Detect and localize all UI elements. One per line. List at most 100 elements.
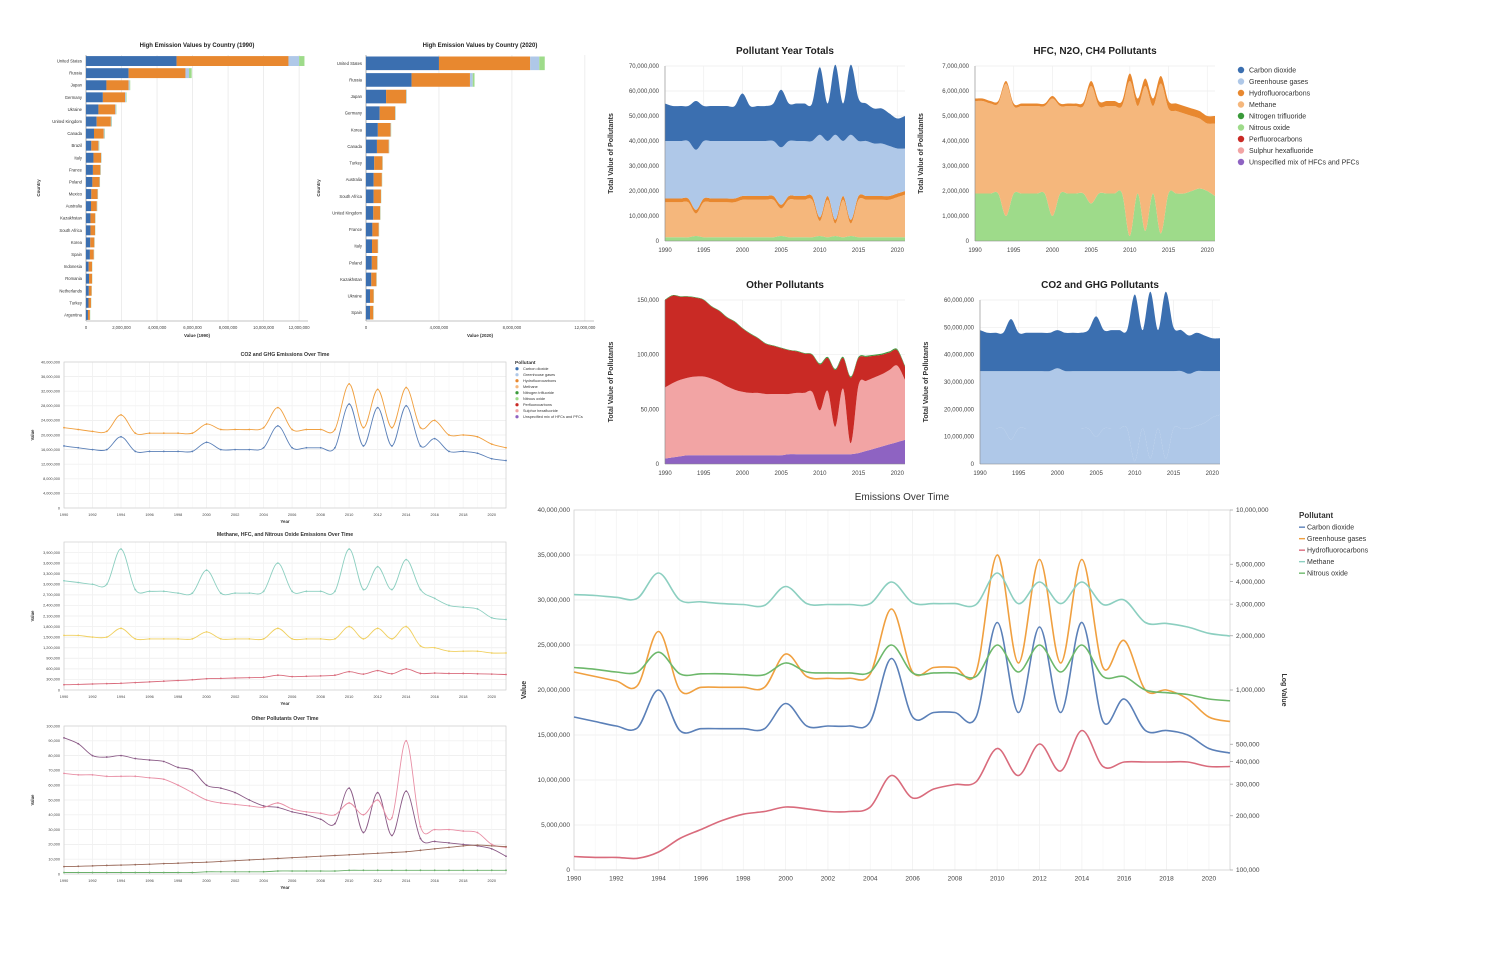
y-axis-title: Country xyxy=(36,179,41,197)
line-point xyxy=(320,812,322,814)
line-point xyxy=(420,445,422,447)
line-point xyxy=(391,445,393,447)
line-point xyxy=(462,451,464,453)
line-point xyxy=(248,429,250,431)
line-point xyxy=(120,627,122,629)
bar-segment xyxy=(129,68,186,78)
line-point xyxy=(291,447,293,449)
x-tick-label: 1995 xyxy=(1012,471,1026,477)
line-point xyxy=(420,589,422,591)
line-point xyxy=(291,429,293,431)
y-tick-label: Kazakhstan xyxy=(340,277,363,282)
legend-label: Nitrous oxide xyxy=(523,397,545,401)
line-point xyxy=(334,429,336,431)
line-point xyxy=(434,869,436,871)
y-tick-label: Australia xyxy=(346,177,363,182)
line-point xyxy=(134,758,136,760)
x-tick-label: 2000 xyxy=(1051,471,1065,477)
line-point xyxy=(363,814,365,816)
x-tick-label: 1994 xyxy=(117,879,125,883)
bar-segment xyxy=(86,68,129,78)
bar-segment xyxy=(86,225,90,235)
x-tick-label: 2010 xyxy=(1128,471,1142,477)
line-point xyxy=(191,592,193,594)
line-point xyxy=(92,872,94,874)
bar-segment xyxy=(92,177,99,187)
y-axis-title: Value xyxy=(30,794,35,806)
x-tick-label: 2000 xyxy=(202,695,210,699)
bar-segment xyxy=(86,286,89,296)
line-point xyxy=(120,872,122,874)
bar-segment xyxy=(129,80,130,90)
legend-label: Methane xyxy=(1249,102,1276,109)
line-point xyxy=(191,638,193,640)
x-tick-label: 2006 xyxy=(905,876,920,883)
x-tick-label: 2002 xyxy=(231,513,239,517)
bar-segment xyxy=(370,289,374,303)
line-point xyxy=(305,814,307,816)
legend-swatch xyxy=(1238,67,1244,73)
bar-segment xyxy=(86,141,91,151)
line-point xyxy=(234,592,236,594)
chart-area_co2: CO2 and GHG Pollutants010,000,00020,000,… xyxy=(923,280,1220,477)
y-tick-label: 36,000,000 xyxy=(41,375,60,379)
line-point xyxy=(448,829,450,831)
x-tick-label: 12,000,000 xyxy=(289,325,311,330)
bar-segment xyxy=(130,80,131,90)
chart-title: Pollutant Year Totals xyxy=(736,46,834,57)
line-point xyxy=(163,778,165,780)
line-point xyxy=(448,434,450,436)
x-tick-label: 1992 xyxy=(88,879,96,883)
line-point xyxy=(220,871,222,873)
bar-segment xyxy=(88,310,90,320)
bar-segment xyxy=(94,129,104,139)
x-tick-label: 2005 xyxy=(774,248,788,254)
x-tick-label: 1990 xyxy=(658,471,672,477)
line-point xyxy=(477,673,479,675)
x-tick-label: 2020 xyxy=(488,879,496,883)
x-tick-label: 2000 xyxy=(202,513,210,517)
line-point xyxy=(348,626,350,628)
y-tick-label: Netherlands xyxy=(59,288,82,293)
x-tick-label: 2012 xyxy=(373,879,381,883)
y-tick-label: Germany xyxy=(65,95,83,100)
bar-segment xyxy=(372,256,377,270)
bar-segment xyxy=(90,237,94,247)
y-tick-label: Kazakhstan xyxy=(60,216,83,221)
x-tick-label: 4,000,000 xyxy=(148,325,167,330)
line-point xyxy=(505,846,507,848)
x-tick-label: 2016 xyxy=(430,513,438,517)
line-point xyxy=(277,802,279,804)
x-tick-label: 2010 xyxy=(1123,248,1137,254)
line-point xyxy=(220,638,222,640)
line-point xyxy=(491,848,493,850)
line-point xyxy=(77,634,79,636)
bar-segment xyxy=(366,223,372,237)
bar-segment xyxy=(299,56,304,66)
y2-tick-label: 1,000,000 xyxy=(1236,687,1265,694)
line-point xyxy=(163,432,165,434)
line-point xyxy=(191,432,193,434)
line-point xyxy=(106,775,108,777)
line-point xyxy=(206,631,208,633)
y-tick-label: Germany xyxy=(345,111,363,116)
line-point xyxy=(63,772,65,774)
line-point xyxy=(92,865,94,867)
chart-area_other: Other Pollutants050,000100,000150,000199… xyxy=(608,280,905,477)
line-point xyxy=(206,861,208,863)
y2-tick-label: 10,000,000 xyxy=(1236,507,1269,514)
y-tick-label: 8,000,000 xyxy=(43,477,60,481)
x-tick-label: 1990 xyxy=(567,876,582,883)
y-axis-title: Total Value of Pollutants xyxy=(608,113,615,194)
line-point xyxy=(63,872,65,874)
bar-segment xyxy=(185,68,189,78)
line-point xyxy=(491,617,493,619)
x-tick-label: 1990 xyxy=(60,513,68,517)
line-point xyxy=(120,682,122,684)
line-point xyxy=(206,441,208,443)
line-point xyxy=(263,807,265,809)
x-tick-label: 1992 xyxy=(88,513,96,517)
line-point xyxy=(462,434,464,436)
